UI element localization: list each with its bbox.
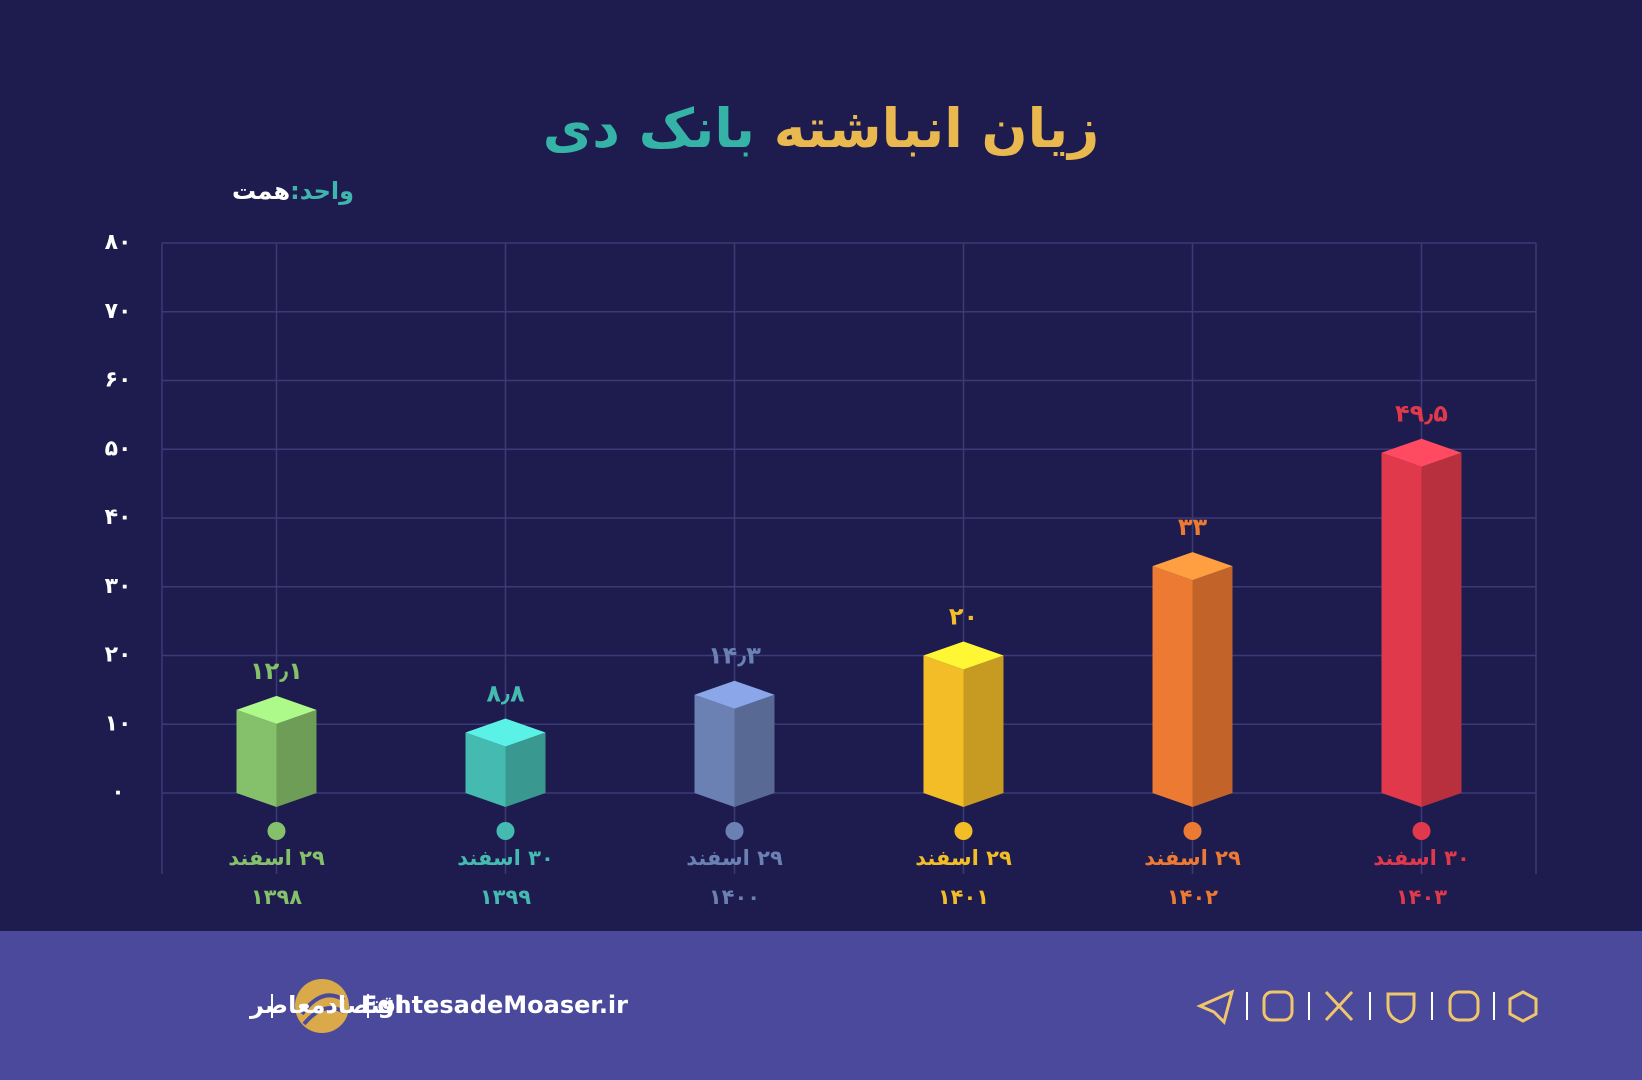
bar-right-face	[1192, 566, 1233, 807]
y-tick-label: ۲۰	[105, 643, 132, 668]
x-icon	[1324, 990, 1354, 1022]
logo-mark	[300, 993, 346, 1026]
x-tick-date: ۲۹ اسفند	[228, 846, 325, 870]
x-tick-label: ۱۳۹۹	[480, 885, 531, 909]
y-tick-label: ۴۰	[105, 505, 132, 530]
x-tick-label: ۱۴۰۲	[1167, 885, 1218, 909]
category-dot	[954, 822, 973, 840]
value-label: ۲۰	[949, 603, 978, 631]
footer-brand: اقتصادمعاصر	[249, 991, 404, 1019]
shield-icon	[1386, 992, 1416, 1024]
x-tick-label: ۱۳۹۸	[251, 885, 302, 909]
bar-top-face	[923, 641, 1004, 670]
value-label: ۸٫۸	[486, 680, 525, 708]
x-tick-label: ۱۴۰۳	[1396, 885, 1447, 909]
instagram-icon	[1262, 990, 1294, 1022]
bar-right-face	[734, 694, 775, 807]
category-dot	[725, 822, 744, 840]
footer-site: EghtesadeMoaser.ir	[361, 991, 628, 1019]
bar-top-face	[236, 695, 317, 724]
x-tick-date: ۳۰ اسفند	[457, 846, 554, 870]
title-part: بانک دی	[543, 97, 755, 160]
y-tick-label: ۶۰	[105, 368, 132, 393]
y-tick-label: ۰	[111, 780, 124, 805]
bar-left-face	[1381, 452, 1422, 807]
bar-top-face	[694, 680, 775, 709]
value-label: ۴۹٫۵	[1395, 400, 1448, 428]
x-tick-date: ۲۹ اسفند	[1144, 846, 1241, 870]
bar-left-face	[465, 732, 506, 807]
bar-top-face	[1152, 552, 1233, 581]
bar-left-face	[923, 655, 964, 807]
bar-top-face	[1381, 438, 1462, 467]
y-tick-label: ۱۰	[105, 711, 132, 736]
bar-right-face	[963, 655, 1004, 807]
footer	[0, 931, 1642, 1080]
value-label: ۱۲٫۱	[250, 657, 303, 685]
x-tick-date: ۲۹ اسفند	[686, 846, 783, 870]
x-tick-date: ۳۰ اسفند	[1373, 846, 1470, 870]
y-tick-label: ۳۰	[105, 574, 132, 599]
y-tick-label: ۵۰	[105, 436, 132, 461]
y-tick-label: ۸۰	[105, 230, 132, 255]
bar-right-face	[276, 709, 317, 807]
bar-left-face	[236, 709, 277, 807]
unit-value: همت	[232, 177, 290, 205]
bar-right-face	[505, 732, 546, 807]
value-label: ۳۳	[1178, 513, 1208, 541]
x-tick-label: ۱۴۰۱	[938, 885, 989, 909]
category-dot	[267, 822, 286, 840]
bar-top-face	[465, 718, 546, 747]
bar-right-face	[1421, 452, 1462, 807]
social-icons	[1196, 989, 1538, 1025]
category-dot	[1412, 822, 1431, 840]
y-tick-label: ۷۰	[105, 299, 132, 324]
bar-left-face	[1152, 566, 1193, 807]
title-part: زیان انباشته	[774, 97, 1100, 160]
x-tick-label: ۱۴۰۰	[709, 885, 760, 909]
hex-icon	[1508, 990, 1538, 1023]
app-icon	[1448, 990, 1480, 1022]
unit: واحد:همت	[232, 177, 354, 205]
value-label: ۱۴٫۳	[708, 642, 761, 670]
x-tick-date: ۲۹ اسفند	[915, 846, 1012, 870]
unit-label: واحد:	[290, 177, 354, 205]
category-dot	[1183, 822, 1202, 840]
telegram-icon	[1196, 989, 1235, 1025]
bar-left-face	[694, 694, 735, 807]
chart-title: زیان انباشته بانک دی	[543, 97, 1099, 160]
category-dot	[496, 822, 515, 840]
